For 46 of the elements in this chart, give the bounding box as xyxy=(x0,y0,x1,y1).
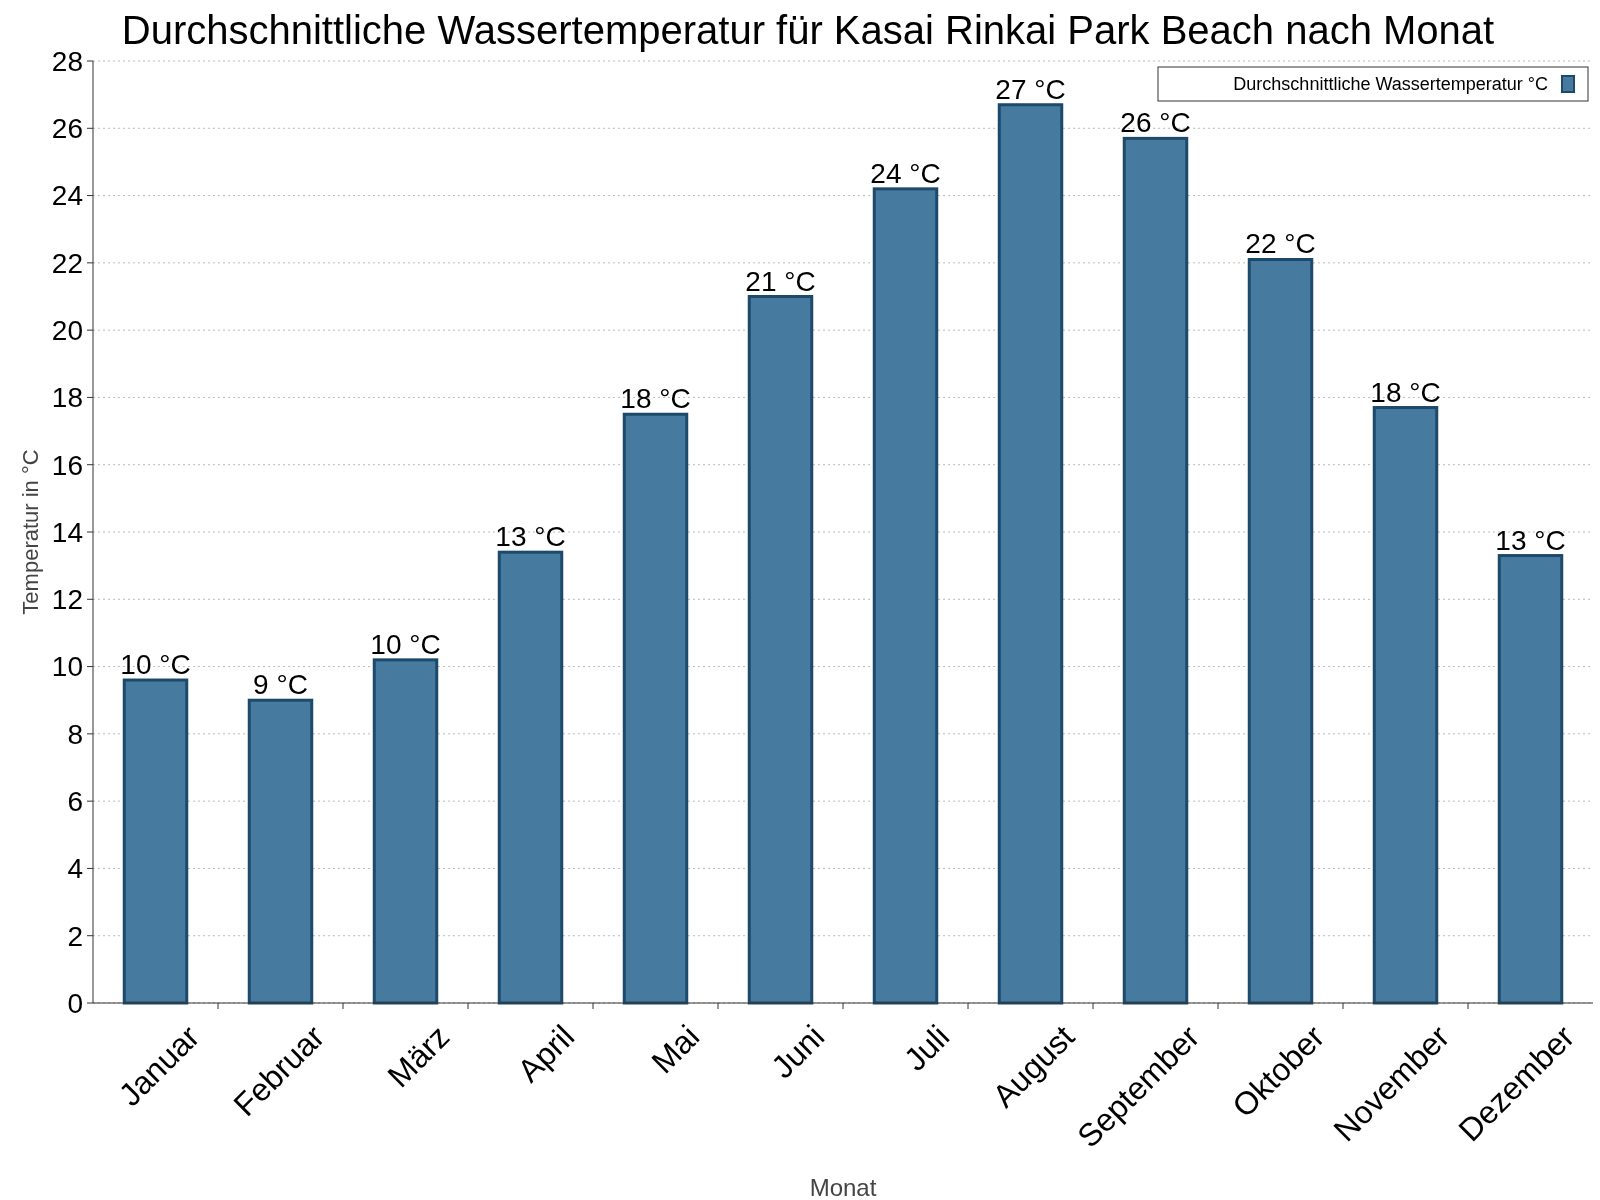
bar xyxy=(997,103,1064,1005)
data-label: 10 °C xyxy=(370,628,441,660)
x-tick-label: Juni xyxy=(764,1018,832,1086)
y-tick-label: 2 xyxy=(67,920,83,952)
y-tick-label: 0 xyxy=(67,987,83,1019)
y-tick-label: 6 xyxy=(67,785,83,817)
data-label: 26 °C xyxy=(1120,107,1191,139)
bar xyxy=(1122,136,1189,1005)
chart-title: Durchschnittliche Wassertemperatur für Kasai Rinkai Park Beach nach Monat xyxy=(121,8,1495,52)
bar xyxy=(122,678,189,1005)
x-tick-label: Juli xyxy=(896,1018,957,1078)
bar xyxy=(1247,257,1314,1005)
data-label: 13 °C xyxy=(495,521,566,553)
legend-label: Durchschnittliche Wassertemperatur °C xyxy=(1233,74,1548,95)
y-tick-label: 24 xyxy=(51,180,83,212)
y-tick-label: 18 xyxy=(51,382,83,414)
y-tick-label: 22 xyxy=(51,247,83,279)
data-label: 27 °C xyxy=(995,73,1066,105)
data-label: 18 °C xyxy=(620,383,691,415)
x-tick-label: Mai xyxy=(644,1018,707,1081)
bar xyxy=(1372,406,1439,1005)
y-tick-label: 10 xyxy=(51,651,83,683)
y-tick-label: 28 xyxy=(51,45,83,77)
data-label: 9 °C xyxy=(253,669,308,701)
bar xyxy=(372,658,439,1005)
data-label: 10 °C xyxy=(120,649,191,681)
bar xyxy=(872,187,939,1005)
bar xyxy=(747,295,814,1005)
data-label: 21 °C xyxy=(745,265,816,297)
x-axis-title: Monat xyxy=(809,1174,877,1200)
y-tick-label: 14 xyxy=(51,516,83,548)
y-tick-label: 16 xyxy=(51,449,83,481)
bar xyxy=(247,698,314,1005)
y-tick-label: 8 xyxy=(67,718,83,750)
data-label: 22 °C xyxy=(1245,228,1316,260)
y-axis-title: Temperatur in °C xyxy=(18,449,43,615)
y-tick-label: 20 xyxy=(51,314,83,346)
data-label: 24 °C xyxy=(870,157,941,189)
y-tick-label: 12 xyxy=(51,584,83,616)
y-tick-label: 26 xyxy=(51,113,83,145)
bar xyxy=(1497,554,1564,1005)
y-tick-label: 4 xyxy=(67,853,83,885)
bar xyxy=(497,550,564,1005)
data-label: 18 °C xyxy=(1370,376,1441,408)
data-label: 13 °C xyxy=(1495,524,1566,556)
bar xyxy=(622,412,689,1005)
